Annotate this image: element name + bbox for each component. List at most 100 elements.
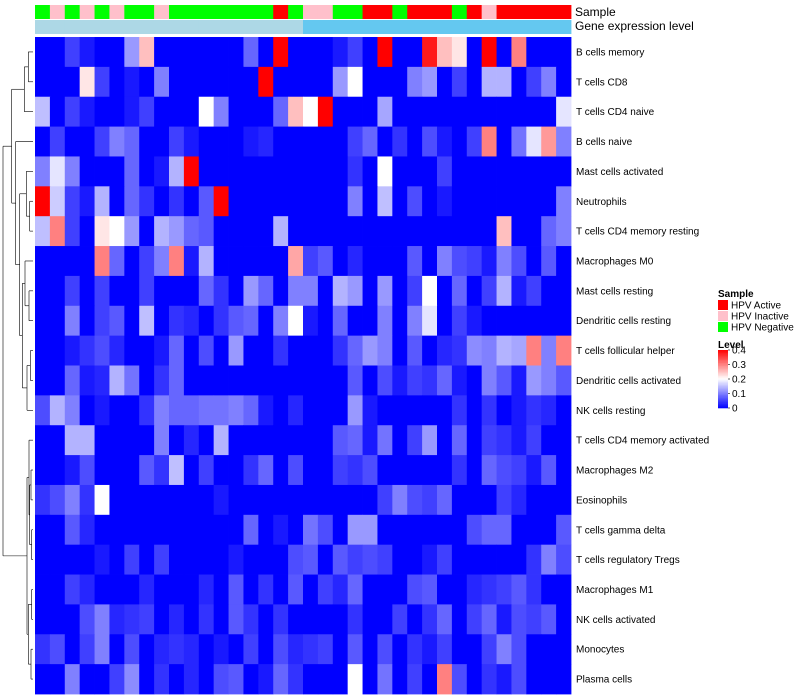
heatmap-cell <box>288 484 304 516</box>
heatmap-cell <box>526 335 542 366</box>
heatmap-cell <box>362 425 378 456</box>
heatmap-cell <box>79 156 95 187</box>
heatmap-cell <box>183 484 200 516</box>
heatmap-cell <box>169 126 185 157</box>
heatmap-cell <box>288 604 304 635</box>
heatmap-cell <box>347 455 363 486</box>
heatmap-cell <box>556 246 572 277</box>
heatmap-cell <box>183 604 200 635</box>
heatmap-cell <box>35 634 51 665</box>
heatmap-cell <box>556 66 572 98</box>
heatmap-cell <box>317 365 334 396</box>
heatmap-cell <box>288 634 304 665</box>
heatmap-cell <box>526 246 542 277</box>
heatmap-cell <box>124 425 140 456</box>
heatmap-cell <box>198 305 215 337</box>
sample-cell <box>496 5 512 19</box>
heatmap-cell <box>437 514 453 546</box>
heatmap-cell <box>496 37 512 68</box>
heatmap-cell <box>198 66 215 98</box>
heatmap-cell <box>377 66 393 98</box>
heatmap-cell <box>64 335 81 366</box>
heatmap-cell <box>511 216 527 247</box>
heatmap-cell <box>109 305 125 337</box>
heatmap-cell <box>258 216 274 247</box>
heatmap-cell <box>258 514 274 546</box>
heatmap-cell <box>526 604 542 635</box>
heatmap-cell <box>332 246 349 277</box>
heatmap-cell <box>169 246 185 277</box>
heatmap-cell <box>451 455 468 486</box>
heatmap-cell <box>451 246 468 277</box>
heatmap-cell <box>437 66 453 98</box>
heatmap-cell <box>541 574 557 605</box>
heatmap-cell <box>556 365 572 396</box>
heatmap-cell <box>213 186 229 217</box>
row-label: B cells naive <box>576 137 633 148</box>
heatmap-cell <box>526 275 542 307</box>
heatmap-cell <box>109 246 125 277</box>
heatmap-cell <box>49 455 66 486</box>
heatmap-cell <box>541 156 557 187</box>
legend-colorbar-step <box>718 363 728 365</box>
heatmap-cell <box>79 186 95 217</box>
heatmap-cell <box>362 514 378 546</box>
heatmap-cell <box>109 425 125 456</box>
expression-cell <box>273 20 289 34</box>
heatmap-cell <box>437 455 453 486</box>
heatmap-cell <box>422 186 438 217</box>
legend-colorbar-step <box>718 367 728 370</box>
row-label: Plasma cells <box>576 675 632 686</box>
heatmap-cell <box>496 425 512 456</box>
heatmap-cell <box>273 425 289 456</box>
sample-cell <box>183 5 200 19</box>
heatmap-cell <box>332 275 349 307</box>
heatmap-cell <box>79 96 95 127</box>
heatmap-cell <box>317 96 334 127</box>
heatmap-cell <box>288 246 304 277</box>
heatmap-cell <box>362 604 378 635</box>
heatmap-cell <box>347 335 363 366</box>
heatmap-cell <box>526 664 542 695</box>
heatmap-cell <box>109 96 125 127</box>
heatmap-cell <box>139 544 155 575</box>
heatmap-cell <box>139 96 155 127</box>
heatmap-cell <box>407 66 423 98</box>
heatmap-cell <box>273 634 289 665</box>
heatmap-cell <box>377 305 393 337</box>
heatmap-cell <box>332 305 349 337</box>
heatmap-cell <box>317 455 334 486</box>
heatmap-cell <box>288 126 304 157</box>
heatmap-cell <box>332 365 349 396</box>
heatmap-cell <box>288 455 304 486</box>
heatmap-cell <box>541 395 557 426</box>
heatmap-cell <box>407 335 423 366</box>
legend-colorbar-step <box>718 376 728 378</box>
heatmap-cell <box>79 484 95 516</box>
heatmap-cell <box>392 246 408 277</box>
heatmap-cell <box>481 455 497 486</box>
sample-cell <box>288 5 304 19</box>
heatmap-cell <box>258 634 274 665</box>
heatmap-cell <box>124 395 140 426</box>
heatmap-cell <box>541 186 557 217</box>
heatmap-cell <box>526 66 542 98</box>
heatmap-cell <box>362 365 378 396</box>
heatmap-cell <box>303 66 319 98</box>
heatmap-cell <box>213 544 229 575</box>
heatmap-cell <box>35 395 51 426</box>
heatmap-cell <box>466 395 483 426</box>
heatmap-cell <box>362 156 378 187</box>
heatmap-cell <box>109 126 125 157</box>
heatmap-cell <box>258 574 274 605</box>
heatmap-cell <box>541 425 557 456</box>
heatmap-cell <box>332 634 349 665</box>
heatmap-cell <box>332 395 349 426</box>
heatmap-cell <box>556 634 572 665</box>
heatmap-cell <box>79 574 95 605</box>
heatmap-cell <box>437 216 453 247</box>
heatmap-cell <box>407 186 423 217</box>
heatmap-cell <box>273 365 289 396</box>
heatmap-cell <box>79 395 95 426</box>
heatmap-cell <box>94 634 110 665</box>
